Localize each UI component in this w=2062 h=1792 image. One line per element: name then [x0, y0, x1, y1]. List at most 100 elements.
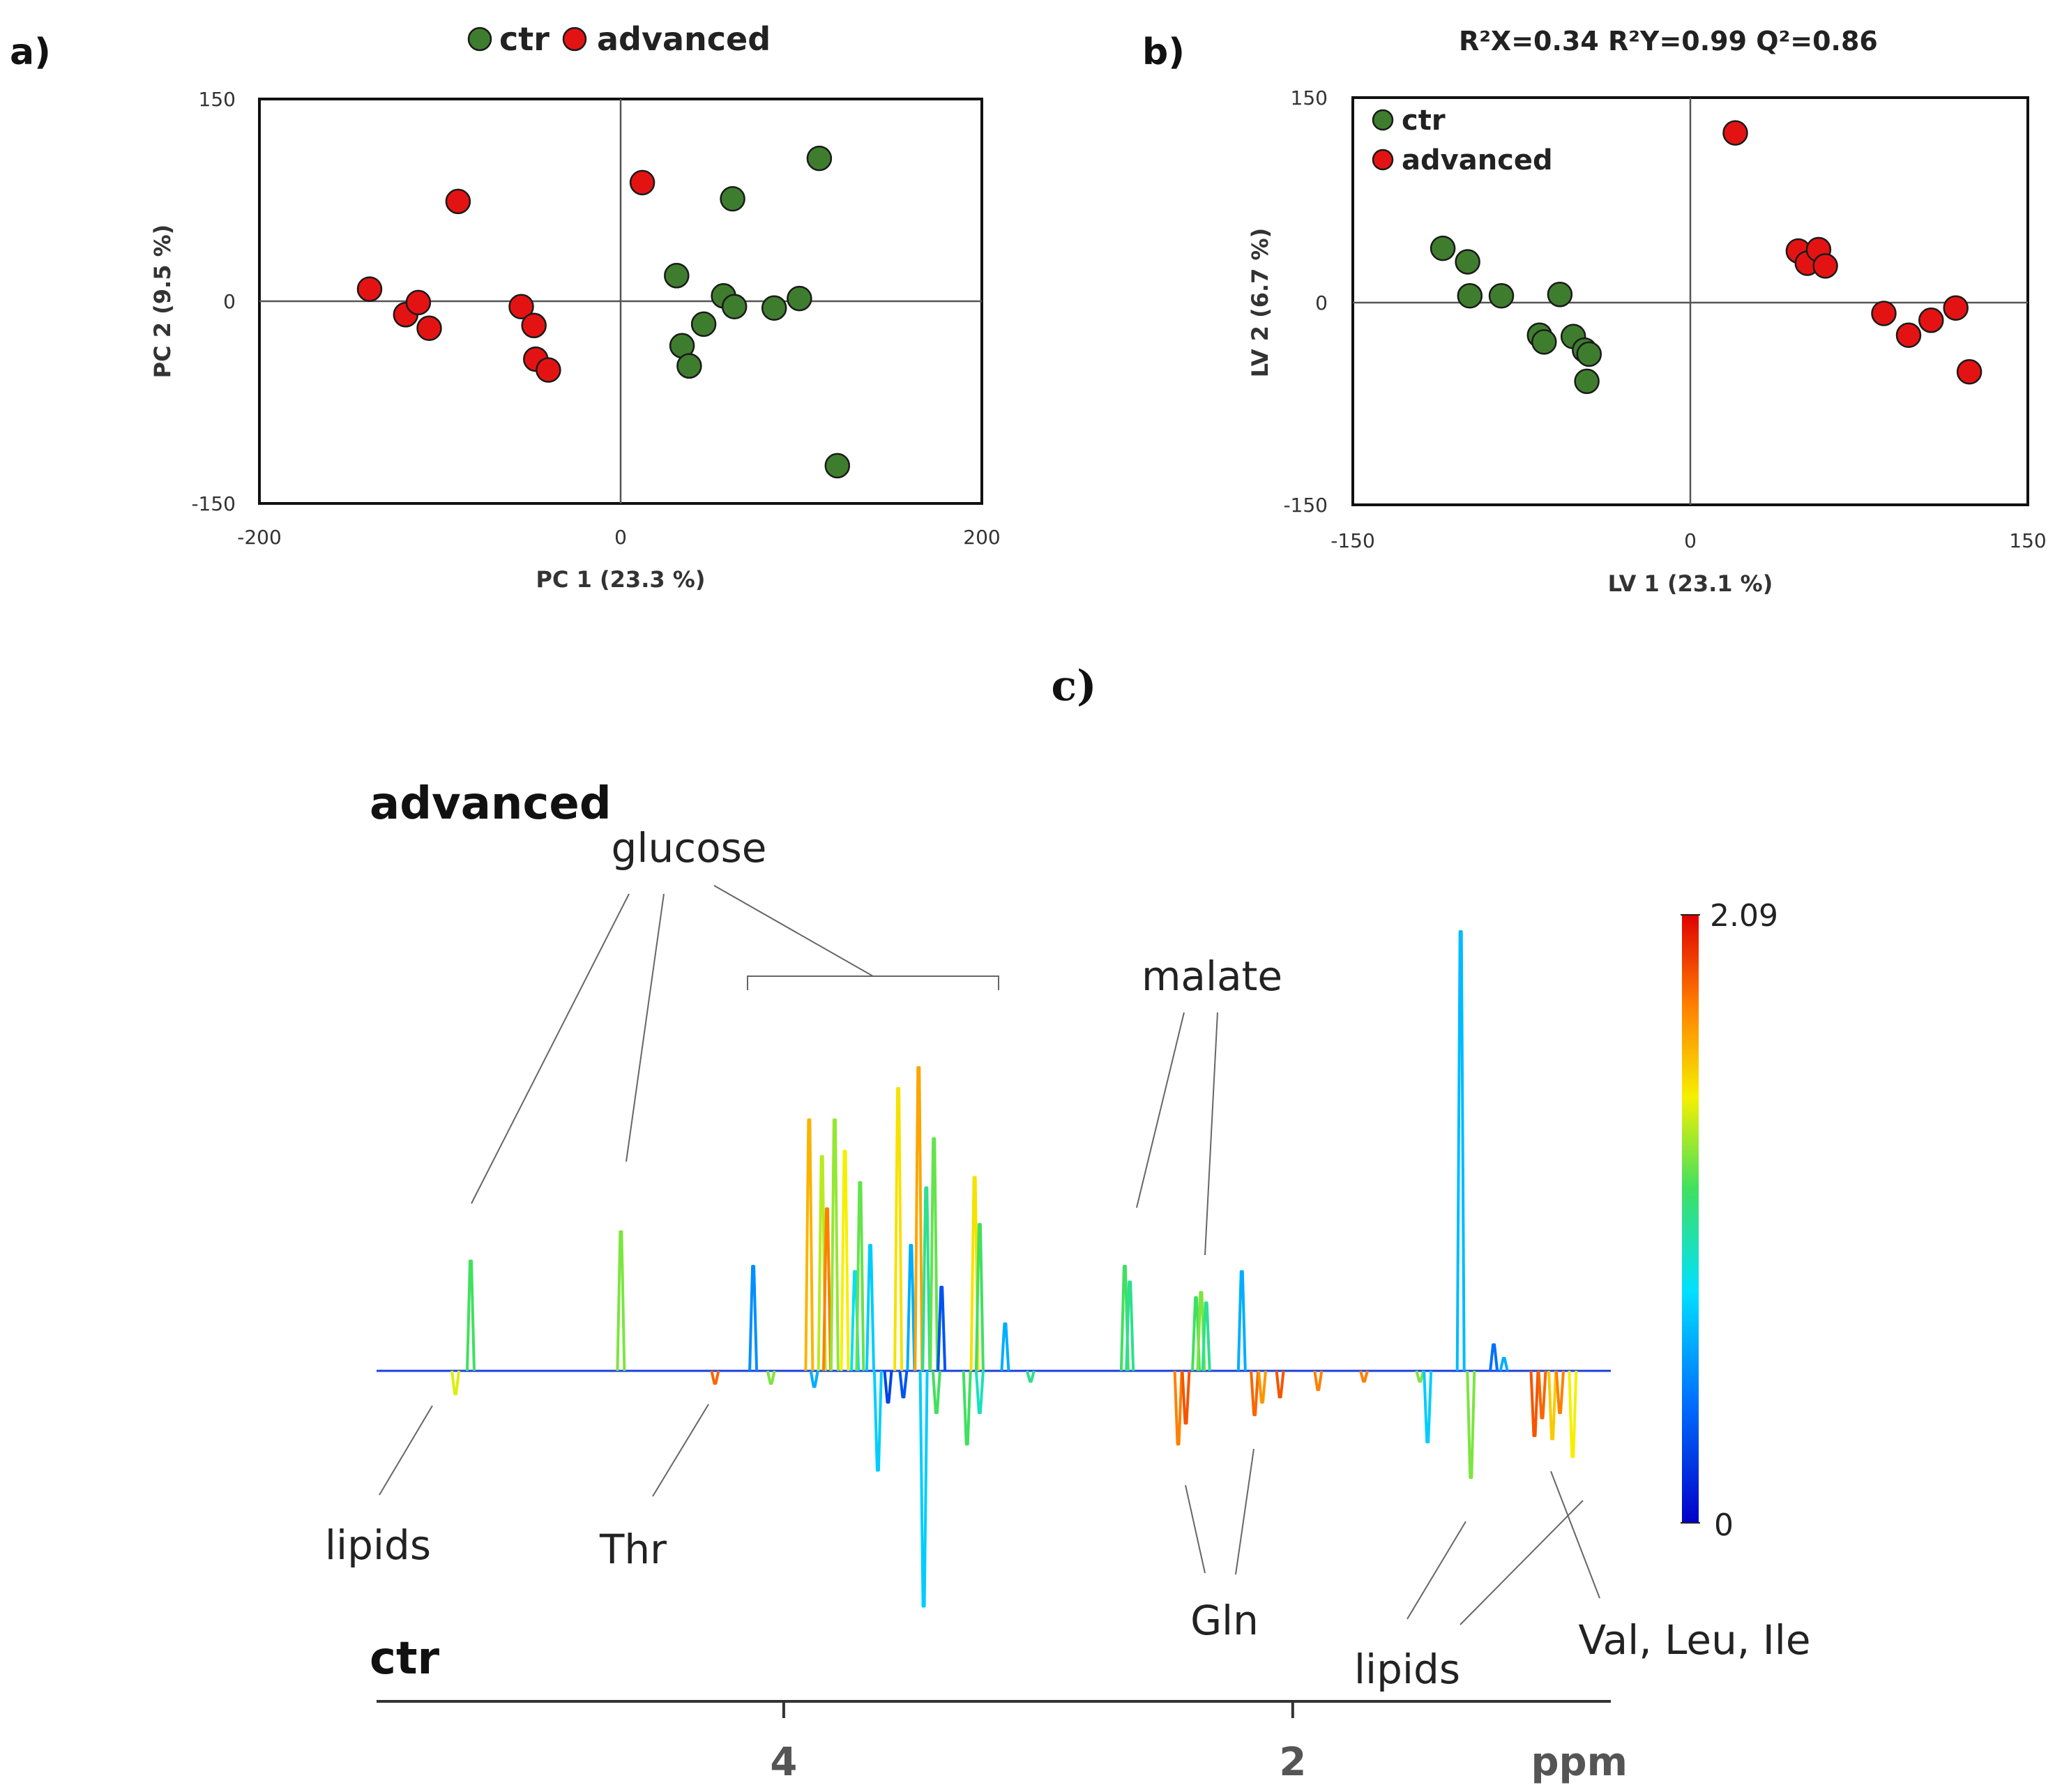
- point-advanced-0: [445, 188, 471, 215]
- point-advanced-9: [1956, 358, 1983, 385]
- leader-lipids-right-2: [1460, 1500, 1584, 1625]
- spectrum-dip-17: [1313, 1370, 1324, 1391]
- ppm-tick-label-4: 4: [770, 1740, 797, 1785]
- legend-advanced-marker: [562, 26, 587, 52]
- spectrum-peak-19: [1000, 1322, 1010, 1372]
- spectrum-peak-5: [822, 1207, 832, 1372]
- spectrum-peak-2: [748, 1265, 759, 1372]
- point-ctr-6: [787, 285, 812, 312]
- spectrum-dip-16: [1275, 1370, 1285, 1399]
- spectrum-dip-26: [1568, 1370, 1578, 1458]
- panel-a-xtick-200: 200: [963, 526, 1000, 549]
- label-advanced: advanced: [370, 778, 612, 830]
- spectrum-dip-21: [1466, 1370, 1476, 1479]
- annotation-leaders: [379, 885, 1600, 1625]
- colorbar-min-label: 0: [1714, 1508, 1734, 1543]
- spectrum-peak-16: [937, 1286, 947, 1372]
- annotation-val-leu-ile: Val, Leu, Ile: [1578, 1616, 1810, 1664]
- point-advanced-7: [1918, 307, 1944, 333]
- spectrum-peak-12: [906, 1244, 916, 1372]
- leader-malate-1: [1136, 1012, 1185, 1208]
- spectrum-dip-3: [809, 1370, 819, 1388]
- spectrum-dip-14: [1250, 1370, 1260, 1416]
- spectrum-dip-11: [1025, 1370, 1036, 1383]
- spectrum-peak-25: [1236, 1270, 1247, 1372]
- legend-advanced-label: advanced: [597, 20, 771, 58]
- point-advanced-6: [508, 294, 534, 319]
- spectrum-dip-1: [710, 1370, 720, 1385]
- point-ctr-4: [721, 294, 748, 319]
- panel-a-ytick-150: 150: [199, 88, 236, 111]
- point-ctr-9: [676, 353, 702, 379]
- leader-thr: [652, 1404, 709, 1497]
- leader-gln-1: [1185, 1485, 1206, 1574]
- point-ctr-5: [761, 295, 787, 321]
- point-ctr-1: [1455, 249, 1480, 275]
- spectrum-dip-6: [898, 1370, 909, 1399]
- panel-a-points: [356, 145, 851, 479]
- point-advanced-5: [416, 315, 442, 341]
- spectrum-dip-10: [974, 1370, 985, 1414]
- point-ctr-2: [664, 263, 690, 289]
- spectrum-dip-22: [1529, 1370, 1540, 1437]
- point-advanced-0: [1722, 120, 1748, 146]
- panel-a-xlabel: PC 1 (23.3 %): [536, 566, 706, 593]
- spectrum-dip-23: [1537, 1370, 1547, 1420]
- panel-a-xtick-0: 0: [614, 526, 627, 549]
- panel-a-ytick-0: 0: [223, 290, 236, 313]
- panel-b-xtick-neg150: -150: [1331, 529, 1375, 552]
- spectrum-dip-0: [450, 1370, 461, 1395]
- point-advanced-6: [1895, 322, 1922, 348]
- spectrum-dip-9: [962, 1370, 972, 1445]
- spectrum-peak-3: [804, 1118, 814, 1372]
- panel-b-ytick-150: 150: [1291, 86, 1328, 109]
- annotation-glucose: glucose: [612, 824, 767, 872]
- spectrum-peak-0: [466, 1259, 476, 1372]
- point-advanced-4: [1812, 253, 1838, 279]
- legend-ctr-label: ctr: [499, 20, 549, 58]
- legend-b-ctr-label: ctr: [1402, 105, 1446, 137]
- ppm-axis-unit: ppm: [1531, 1740, 1628, 1785]
- spectrum-dip-13: [1181, 1370, 1191, 1425]
- label-ctr: ctr: [370, 1633, 440, 1685]
- point-advanced-4: [405, 289, 432, 316]
- point-ctr-10: [1574, 368, 1600, 395]
- spectrum-dip-5: [883, 1370, 893, 1404]
- legend-b-advanced-label: advanced: [1402, 144, 1553, 176]
- spectrum-dip-4: [872, 1370, 883, 1472]
- panel-b-ytick-0: 0: [1315, 291, 1328, 314]
- leader-glucose-2: [626, 893, 665, 1162]
- panel-b-xtick-150: 150: [2009, 529, 2046, 552]
- leader-lipids-left: [379, 1405, 433, 1496]
- panel-b-label: b): [1142, 31, 1185, 73]
- spectrum-dip-15: [1257, 1370, 1267, 1404]
- point-ctr-9: [1576, 341, 1602, 367]
- spectrum-dip-8: [931, 1370, 941, 1414]
- panel-a-xtick-neg200: -200: [237, 526, 282, 549]
- panel-b-model-stats: R²X=0.34 R²Y=0.99 Q²=0.86: [1459, 26, 1878, 56]
- leader-glucose-3: [713, 885, 874, 977]
- point-advanced-8: [1943, 295, 1969, 321]
- spectrum-peak-13: [914, 1066, 924, 1372]
- spectrum-dip-2: [766, 1370, 776, 1385]
- spectrum-peak-27: [1489, 1343, 1499, 1372]
- point-ctr-3: [1488, 282, 1515, 309]
- spectrum-peak-6: [829, 1118, 840, 1372]
- annotation-lipids-left: lipids: [325, 1521, 431, 1569]
- spectrum-peak-11: [893, 1087, 904, 1372]
- point-advanced-7: [521, 312, 547, 339]
- panel-a-label: a): [10, 31, 51, 73]
- point-ctr-4: [1547, 282, 1573, 307]
- spectrum-peak-10: [865, 1244, 875, 1372]
- panel-b-ytick-neg150: -150: [1283, 494, 1328, 517]
- point-ctr-0: [806, 145, 833, 172]
- panel-b-legend: ctr advanced: [1372, 105, 1553, 176]
- spectrum-dip-18: [1359, 1370, 1369, 1383]
- panel-c-label: c): [1052, 662, 1097, 711]
- spectrum-peak-14: [921, 1186, 932, 1372]
- legend-b-ctr-marker: [1372, 109, 1394, 131]
- panel-a-ylabel: PC 2 (9.5 %): [149, 225, 176, 379]
- point-ctr-1: [720, 185, 745, 212]
- spectrum-peak-28: [1499, 1357, 1509, 1372]
